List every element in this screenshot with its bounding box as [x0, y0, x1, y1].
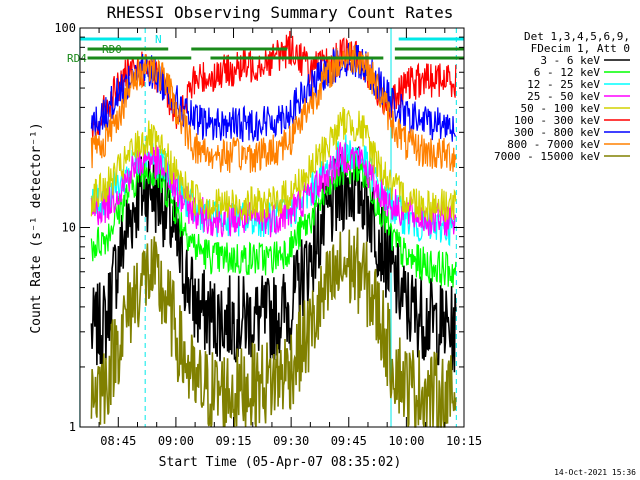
series-line-1 — [90, 152, 457, 288]
flag-label-n: N — [155, 33, 162, 46]
legend-label-3: 25 - 50 keV — [527, 90, 600, 103]
flag-label-rd0: RD0 — [102, 43, 122, 56]
series-line-8 — [90, 227, 457, 428]
series-line-6 — [90, 42, 457, 143]
x-axis-label: Start Time (05-Apr-07 08:35:02) — [159, 455, 402, 470]
x-tick-label-5: 10:00 — [388, 434, 424, 448]
x-tick-label-4: 09:45 — [331, 434, 367, 448]
chart-title: RHESSI Observing Summary Count Rates — [107, 3, 454, 22]
x-tick-label-0: 08:45 — [100, 434, 136, 448]
series-line-7 — [90, 41, 457, 173]
x-tick-label-1: 09:00 — [158, 434, 194, 448]
series-line-0 — [90, 146, 457, 373]
footer-timestamp: 14-Oct-2021 15:36 — [554, 468, 636, 477]
flag-label-rd4: RD4 — [67, 52, 87, 65]
x-tick-label-2: 09:15 — [215, 434, 251, 448]
legend-label-2: 12 - 25 keV — [527, 78, 600, 91]
legend-label-6: 300 - 800 keV — [514, 126, 600, 139]
axes: 1 10 100 08:45 09:00 09:15 09:30 09:45 10:00 10:1… — [54, 21, 482, 448]
legend-header-line-2: FDecim 1, Att 0 — [531, 42, 630, 55]
plot-area: N RD0 RD4 — [67, 28, 464, 428]
legend-label-5: 100 - 300 keV — [514, 114, 600, 127]
y-tick-label-0: 1 — [69, 420, 76, 434]
legend-label-4: 50 - 100 keV — [521, 102, 601, 115]
y-tick-label-2: 100 — [54, 21, 76, 35]
series-line-3 — [90, 142, 457, 238]
x-tick-label-6: 10:15 — [446, 434, 482, 448]
series-line-4 — [90, 106, 457, 223]
y-axis-label: Count Rate (s⁻¹ detector⁻¹) — [29, 122, 44, 333]
legend-label-7: 800 - 7000 keV — [507, 138, 600, 151]
legend-label-8: 7000 - 15000 keV — [494, 150, 600, 163]
legend-header-line-1: Det 1,3,4,5,6,9, — [524, 30, 630, 43]
legend-label-0: 3 - 6 keV — [540, 54, 600, 67]
legend-label-1: 6 - 12 keV — [534, 66, 601, 79]
x-tick-label-3: 09:30 — [273, 434, 309, 448]
y-tick-label-1: 10 — [62, 221, 76, 235]
